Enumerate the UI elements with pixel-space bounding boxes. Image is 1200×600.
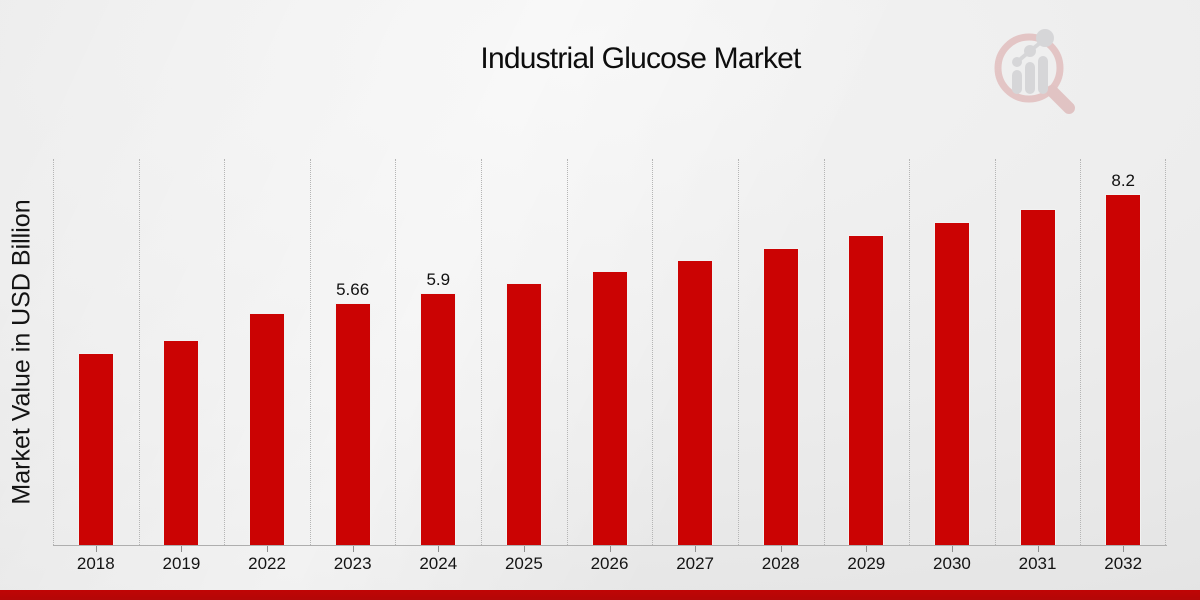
bar-2022 bbox=[249, 313, 286, 545]
y-axis-label: Market Value in USD Billion bbox=[7, 199, 36, 505]
bar-2026 bbox=[591, 270, 628, 545]
x-axis-tick bbox=[95, 546, 97, 552]
bar-2018 bbox=[77, 352, 114, 545]
column-gridline bbox=[566, 159, 568, 545]
x-axis-tick bbox=[866, 546, 868, 552]
x-axis-tick bbox=[1037, 546, 1039, 552]
x-tick-label-2028: 2028 bbox=[761, 554, 800, 573]
bar-2031 bbox=[1019, 208, 1056, 545]
x-tick-label-2030: 2030 bbox=[933, 554, 971, 573]
bar-2024 bbox=[420, 292, 457, 545]
x-axis-tick bbox=[1123, 546, 1125, 552]
bar-2023 bbox=[334, 302, 371, 545]
x-axis-tick bbox=[352, 546, 354, 552]
x-tick-label-2019: 2019 bbox=[162, 554, 201, 573]
bar-2029 bbox=[848, 235, 885, 545]
x-axis-line bbox=[53, 545, 1167, 546]
x-tick-label-2025: 2025 bbox=[504, 554, 543, 573]
plot-area: 5.66 5.9 8.2 bbox=[53, 159, 1166, 545]
bar-2032 bbox=[1105, 194, 1142, 545]
x-axis-tick bbox=[609, 546, 611, 552]
x-axis-tick bbox=[695, 546, 697, 552]
bar-value-label-2024: 5.9 bbox=[426, 269, 451, 289]
x-axis-tick bbox=[780, 546, 782, 552]
x-tick-label-2032: 2032 bbox=[1104, 554, 1143, 573]
bar-2019 bbox=[163, 340, 200, 545]
x-axis-tick bbox=[438, 546, 440, 552]
column-gridline bbox=[138, 159, 140, 545]
column-gridline bbox=[309, 159, 311, 545]
x-axis-tick bbox=[951, 546, 953, 552]
column-gridline bbox=[1165, 159, 1166, 545]
x-axis-tick bbox=[267, 546, 269, 552]
column-gridline bbox=[994, 159, 996, 545]
chart-title: Industrial Glucose Market bbox=[480, 42, 801, 75]
x-tick-label-2029: 2029 bbox=[847, 554, 886, 573]
x-tick-label-2022: 2022 bbox=[248, 554, 286, 573]
x-tick-label-2023: 2023 bbox=[333, 554, 372, 573]
bar-value-label-2032: 8.2 bbox=[1111, 171, 1135, 191]
x-tick-label-2026: 2026 bbox=[590, 554, 629, 573]
x-tick-label-2027: 2027 bbox=[676, 554, 715, 573]
column-gridline bbox=[737, 159, 739, 545]
bar-value-label-2023: 5.66 bbox=[336, 279, 370, 299]
column-gridline bbox=[224, 159, 226, 545]
bar-2027 bbox=[677, 260, 714, 545]
column-gridline bbox=[823, 159, 825, 545]
column-gridline bbox=[1080, 159, 1082, 545]
bar-2028 bbox=[762, 248, 799, 545]
bottom-red-strip bbox=[0, 590, 1200, 600]
x-axis-tick bbox=[523, 546, 525, 552]
column-gridline bbox=[652, 159, 654, 545]
x-tick-label-2031: 2031 bbox=[1018, 554, 1057, 573]
x-tick-label-2024: 2024 bbox=[419, 554, 458, 573]
bar-2030 bbox=[933, 221, 970, 545]
bar-2025 bbox=[505, 283, 542, 545]
magnifier-chart-logo-icon bbox=[994, 29, 1075, 114]
x-axis-row: 2018 2019 2022 2023 2024 2025 2026 2027 2028 2029… bbox=[53, 545, 1166, 581]
x-tick-label-2018: 2018 bbox=[76, 554, 115, 573]
column-gridline bbox=[395, 159, 397, 545]
column-gridline bbox=[53, 159, 54, 545]
column-gridline bbox=[481, 159, 483, 545]
x-axis-tick bbox=[181, 546, 183, 552]
column-gridline bbox=[909, 159, 911, 545]
